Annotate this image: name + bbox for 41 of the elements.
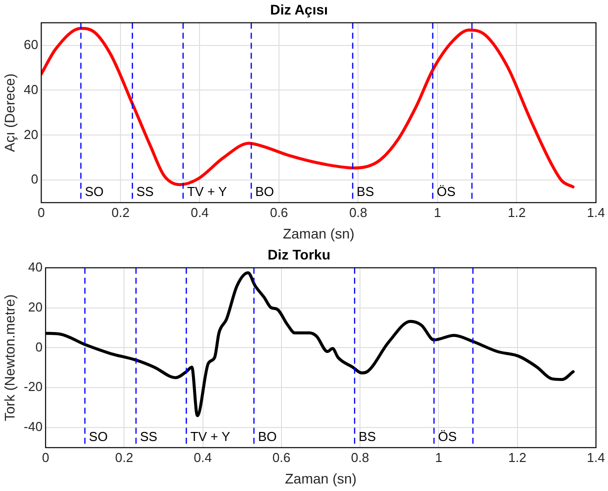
x-tick-label: 0.8 [351,450,370,465]
ref-line-label: SS [140,429,158,444]
ref-line-label: SO [88,429,108,444]
x-tick-label: 1 [434,204,442,220]
y-tick-label: 0 [35,339,43,354]
x-tick-label: 1.2 [508,450,526,465]
y-axis-title: Tork (Newton.metre) [1,294,18,422]
ref-line-label: BS [356,184,374,200]
x-tick-label: 0.6 [270,204,288,220]
ref-line-label: SO [84,184,104,200]
x-tick-label: 0.2 [111,204,130,220]
chart-title: Diz Açısı [270,1,328,18]
ref-line-label: SS [136,184,154,200]
y-tick-label: -20 [24,379,43,394]
x-tick-label: 1.4 [586,450,606,465]
x-tick-label: 0.8 [349,204,368,220]
ref-line-label: TV + Y [187,184,228,200]
ref-line-label: BO [255,184,274,200]
x-tick-label: 0.6 [272,450,291,465]
x-tick-label: 1.4 [586,204,606,220]
x-tick-label: 0.4 [194,450,212,465]
x-axis-title: Zaman (sn) [284,470,357,486]
y-axis-title: Açı (Derece) [1,73,18,152]
y-tick-label: -40 [24,419,43,434]
y-tick-label: 60 [24,36,38,52]
ref-line-label: BS [358,429,376,444]
chart-title: Diz Torku [268,246,330,262]
x-tick-label: 0.4 [190,204,209,220]
y-tick-label: 40 [24,82,38,97]
ref-line-label: TV + Y [190,429,231,444]
ref-line-label: ÖS [436,184,456,200]
x-tick-label: 1.2 [508,204,526,220]
y-tick-label: 40 [28,259,43,274]
ref-line-label: ÖS [438,429,458,444]
y-tick-label: 20 [24,126,38,142]
y-tick-label: 0 [31,172,38,187]
x-tick-label: 0.2 [115,450,134,465]
x-axis-title: Zaman (sn) [282,225,354,242]
x-tick-label: 1 [435,450,442,465]
y-tick-label: 20 [28,299,43,314]
ref-line-label: BO [258,429,277,444]
